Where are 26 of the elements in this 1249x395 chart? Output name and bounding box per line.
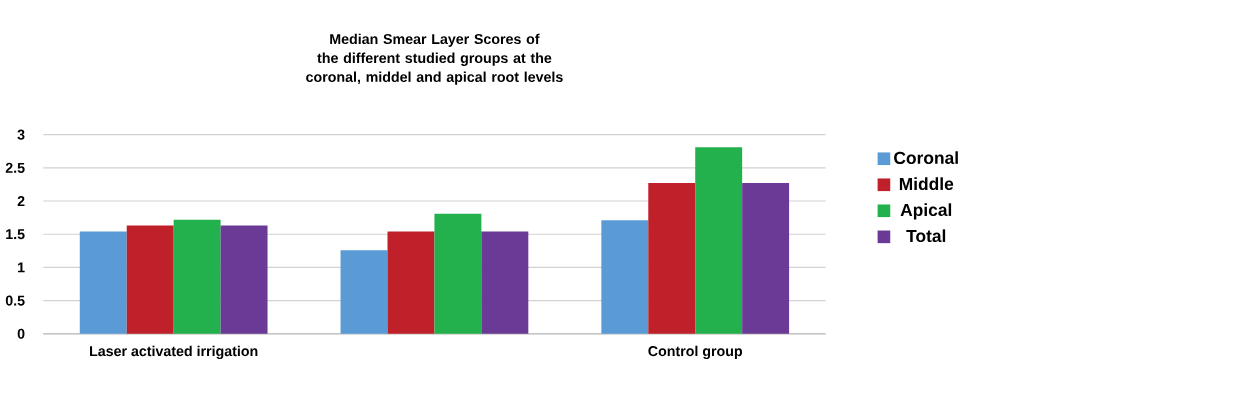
y-tick-label: 2.5 [5,162,25,173]
legend-label: Total [906,229,946,242]
x-tick-label: Laser activated irrigation [90,345,258,359]
y-tick-label: 1.5 [6,229,25,239]
bar [340,249,388,334]
bar [387,231,435,334]
x-tick-label: Control group [648,345,743,359]
bar [695,147,743,334]
y-tick-label: 1 [18,262,25,273]
bar [173,219,221,334]
y-tick-label: 3 [17,129,25,140]
bar [434,213,482,334]
legend-label: Coronal [894,151,958,164]
y-tick-label: 2 [17,195,25,206]
y-tick-label: 0.5 [5,295,25,306]
chart-title: Median Smear Layer Scores of the different studied groups at the coronal, middel and apical root levels [306,33,563,85]
bar [220,225,268,334]
legend-label: Apical [900,203,952,220]
bar [742,182,790,334]
bar [481,231,529,334]
legend-label: Middle [899,177,954,190]
bar [126,225,174,334]
bar [79,231,127,334]
y-tick-label: 0 [17,328,25,339]
bar [648,182,696,334]
bar [601,220,649,334]
